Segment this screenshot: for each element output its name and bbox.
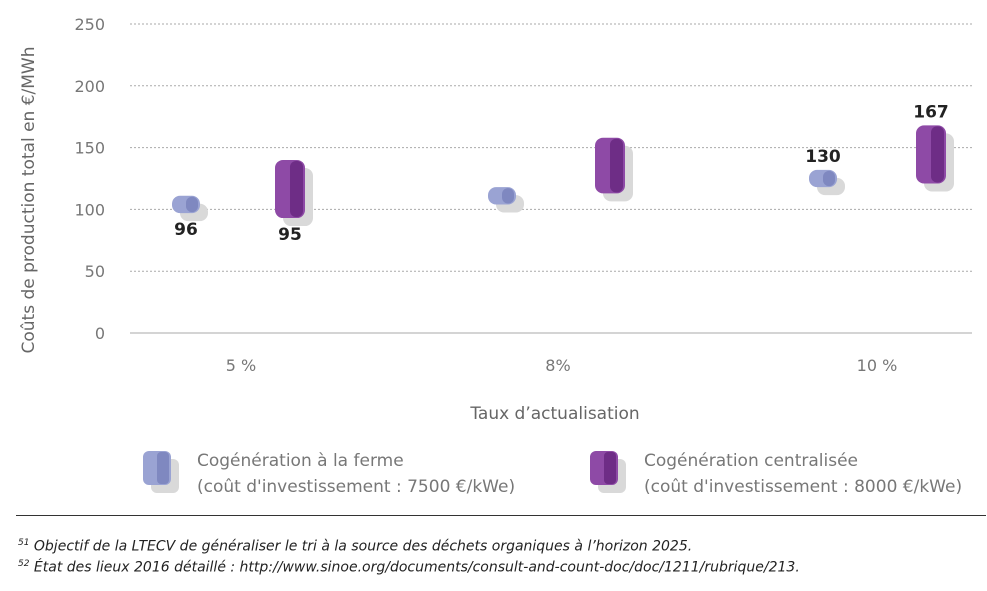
chart-marks — [172, 125, 954, 227]
data-label: 167 — [913, 102, 949, 122]
legend: Cogénération à la ferme (coût d'investiss… — [143, 451, 962, 497]
legend-swatch-highlight — [157, 452, 169, 484]
footnote-text: État des lieux 2016 détaillé : http://ww… — [29, 559, 800, 576]
pill-highlight — [290, 160, 303, 218]
range-pill — [488, 187, 524, 213]
range-pill — [275, 159, 313, 227]
y-axis-ticks: 0 50 100 150 200 250 — [74, 15, 105, 343]
cost-chart: 0 50 100 150 200 250 Coûts de production tota… — [19, 15, 972, 497]
x-category-label: 10 % — [857, 356, 898, 375]
pill-highlight — [502, 188, 514, 204]
y-tick-label: 250 — [74, 15, 105, 34]
data-labels: 96 130 95 167 — [174, 102, 949, 245]
range-pill — [595, 137, 633, 202]
footnote-number: 51 — [18, 538, 30, 548]
legend-item: Cogénération centralisée (coût d'investis… — [590, 451, 962, 497]
data-label: 130 — [805, 147, 841, 167]
legend-label: Cogénération centralisée — [644, 451, 858, 471]
x-axis-title: Taux d’actualisation — [469, 404, 639, 424]
x-category-label: 8% — [545, 356, 570, 375]
footnote-51: 51 Objectif de la LTECV de généraliser l… — [18, 538, 692, 555]
y-tick-label: 100 — [74, 200, 105, 219]
data-label: 95 — [278, 225, 302, 245]
legend-item: Cogénération à la ferme (coût d'investiss… — [143, 451, 515, 497]
pill-highlight — [610, 138, 623, 193]
range-pill — [916, 125, 954, 192]
footnote-52: 52 État des lieux 2016 détaillé : http:/… — [18, 559, 800, 576]
pill-highlight — [931, 126, 944, 183]
y-axis-title: Coûts de production total en €/MWh — [19, 46, 39, 353]
footnote-divider — [16, 515, 986, 516]
y-tick-label: 150 — [74, 139, 105, 158]
pill-highlight — [823, 170, 835, 187]
pill-highlight — [186, 196, 198, 213]
data-label: 96 — [174, 220, 198, 240]
y-tick-label: 200 — [74, 77, 105, 96]
gridlines — [130, 23, 972, 272]
y-tick-label: 0 — [95, 324, 105, 343]
range-pill — [809, 169, 845, 196]
legend-swatch-highlight — [604, 452, 616, 484]
legend-sublabel: (coût d'investissement : 7500 €/kWe) — [197, 477, 515, 497]
legend-sublabel: (coût d'investissement : 8000 €/kWe) — [644, 477, 962, 497]
footnote-text: Objectif de la LTECV de généraliser le t… — [29, 538, 693, 555]
footnote-number: 52 — [18, 559, 30, 569]
legend-label: Cogénération à la ferme — [197, 451, 404, 471]
range-pill — [172, 195, 208, 222]
x-axis-categories: 5 % 8% 10 % — [226, 356, 898, 375]
x-category-label: 5 % — [226, 356, 256, 375]
y-tick-label: 50 — [85, 262, 105, 281]
